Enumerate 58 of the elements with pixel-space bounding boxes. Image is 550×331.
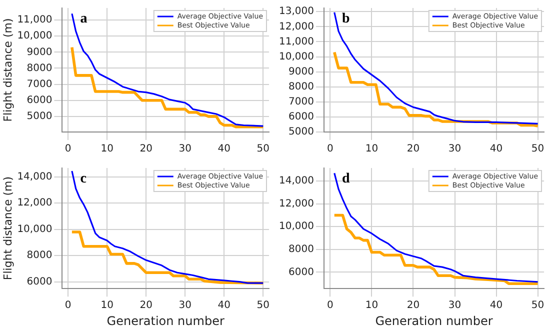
x-tick-label: 40	[218, 300, 230, 312]
chart-title: b	[342, 12, 350, 27]
x-tick-label: 30	[178, 300, 192, 312]
x-tick-label: 50	[256, 144, 270, 155]
y-tick-label: 8000	[26, 250, 52, 262]
y-tick-label: 11,000	[17, 14, 52, 26]
y-tick-label: 5000	[288, 126, 314, 138]
x-tick-label: 50	[531, 144, 544, 155]
x-tick-label: 20	[140, 300, 152, 312]
y-tick-label: 10,000	[278, 51, 314, 62]
x-tick-label: 40	[490, 300, 503, 312]
x-tick-label: 0	[64, 144, 72, 155]
x-tick-label: 30	[448, 300, 462, 312]
x-tick-label: 0	[327, 144, 334, 155]
y-tick-label: 13,000	[278, 6, 314, 18]
y-tick-label: 8000	[288, 244, 314, 256]
x-axis-title: Generation number	[375, 314, 493, 328]
x-tick-label: 20	[406, 300, 420, 312]
y-tick-label: 12,000	[17, 198, 52, 209]
x-tick-label: 40	[218, 144, 230, 155]
x-tick-label: 50	[256, 300, 270, 312]
y-tick-label: 5000	[26, 111, 52, 122]
y-tick-label: 12,000	[278, 198, 314, 210]
x-tick-label: 30	[448, 144, 462, 155]
x-tick-label: 0	[327, 300, 334, 312]
y-tick-label: 6000	[288, 112, 314, 123]
y-tick-label: 6000	[26, 94, 52, 106]
y-tick-label: 8000	[26, 62, 52, 74]
y-tick-label: 6000	[288, 266, 314, 278]
y-tick-label: 6000	[26, 276, 52, 288]
y-tick-label: 10,000	[278, 221, 314, 232]
y-tick-label: 12,000	[278, 21, 314, 32]
x-tick-label: 10	[100, 144, 114, 155]
x-tick-label: 10	[365, 300, 378, 312]
x-tick-label: 10	[100, 300, 114, 312]
y-axis-title: Flight distance (m)	[1, 176, 14, 280]
x-tick-label: 20	[140, 144, 152, 155]
y-tick-label: 7000	[26, 78, 52, 90]
x-tick-label: 10	[365, 144, 378, 155]
x-axis-title: Generation number	[106, 314, 224, 328]
x-tick-label: 30	[178, 144, 192, 155]
y-tick-label: 7000	[288, 96, 314, 108]
x-tick-label: 0	[64, 300, 72, 312]
y-tick-label: 8000	[288, 81, 314, 92]
chart-title: a	[80, 12, 88, 27]
y-tick-label: 10,000	[17, 224, 52, 235]
y-tick-label: 14,000	[278, 176, 314, 187]
y-tick-label: 9000	[288, 66, 314, 78]
x-tick-label: 50	[531, 300, 544, 312]
x-tick-label: 20	[406, 144, 420, 155]
y-tick-label: 14,000	[17, 172, 52, 183]
chart-title: c	[80, 172, 86, 187]
y-tick-label: 11,000	[278, 36, 314, 48]
y-axis-title: Flight distance (m)	[1, 18, 14, 122]
x-tick-label: 40	[490, 144, 503, 155]
chart-title: d	[342, 172, 350, 187]
y-tick-label: 10,000	[17, 30, 52, 42]
y-tick-label: 9000	[26, 46, 52, 58]
